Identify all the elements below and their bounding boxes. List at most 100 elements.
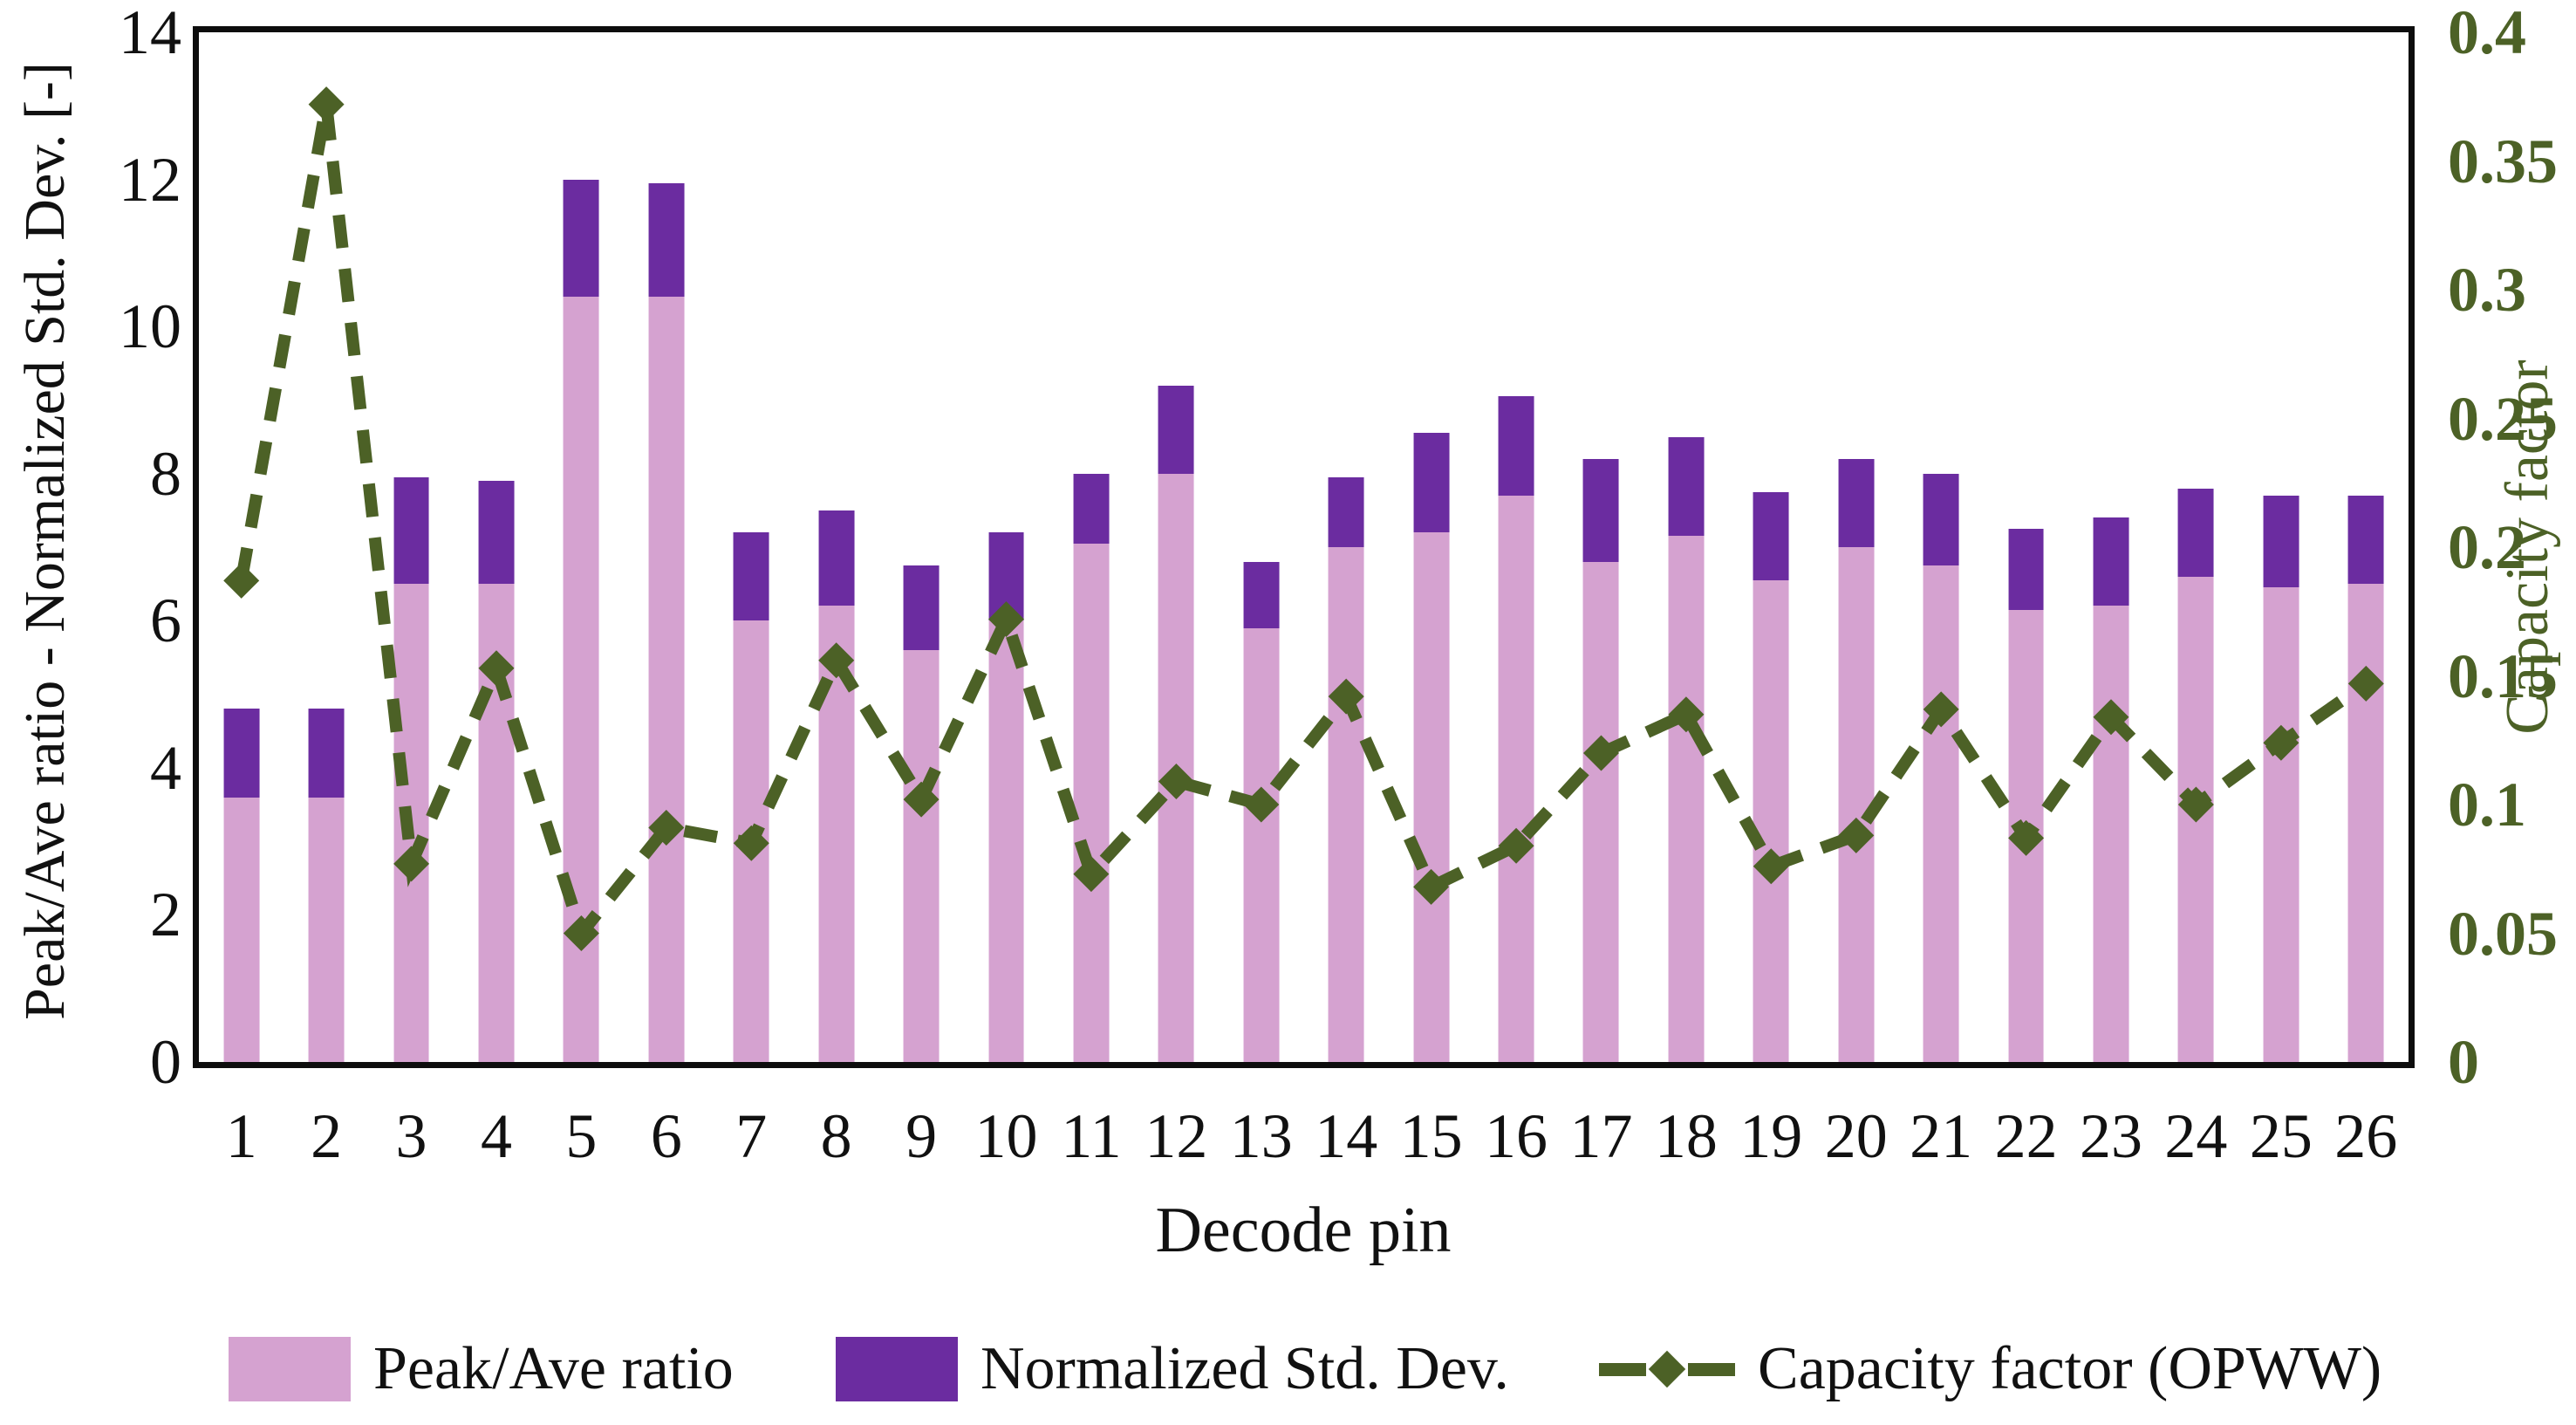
peak-ave-segment bbox=[1753, 579, 1789, 1062]
peak-ave-segment bbox=[988, 620, 1024, 1062]
legend-label: Normalized Std. Dev. bbox=[981, 1335, 1509, 1402]
normalized-std-segment bbox=[1328, 476, 1364, 547]
diamond-marker-6 bbox=[648, 809, 685, 846]
normalized-std-segment bbox=[2263, 496, 2299, 588]
stacked-bar-26 bbox=[2347, 32, 2384, 1062]
stacked-bar-18 bbox=[1668, 32, 1705, 1062]
x-tick-label-18: 18 bbox=[1654, 1101, 1718, 1171]
legend-item-normalized-std: Normalized Std. Dev. bbox=[836, 1333, 1509, 1405]
normalized-std-segment bbox=[1838, 458, 1875, 547]
right-tick-label: 0.25 bbox=[2448, 383, 2558, 454]
diamond-marker-13 bbox=[1243, 786, 1280, 823]
normalized-std-segment bbox=[818, 510, 855, 606]
right-tick-label: 0.35 bbox=[2448, 126, 2558, 196]
diamond-marker-26 bbox=[2347, 665, 2384, 702]
diamond-marker-11 bbox=[1073, 856, 1110, 893]
diamond-marker-24 bbox=[2177, 786, 2214, 823]
stacked-bar-11 bbox=[1073, 32, 1110, 1062]
normalized-std-segment bbox=[1158, 385, 1194, 474]
bar-slot-14 bbox=[1303, 32, 1388, 1062]
peak-ave-segment bbox=[2263, 587, 2299, 1062]
diamond-marker-7 bbox=[733, 825, 769, 861]
bar-slot-19 bbox=[1729, 32, 1814, 1062]
stacked-bar-21 bbox=[1923, 32, 1959, 1062]
normalized-std-segment bbox=[1753, 491, 1789, 580]
normalized-std-segment bbox=[1583, 458, 1619, 562]
left-tick-label: 0 bbox=[150, 1027, 181, 1097]
stacked-bar-17 bbox=[1583, 32, 1619, 1062]
diamond-marker-10 bbox=[987, 601, 1025, 638]
bar-slot-15 bbox=[1389, 32, 1473, 1062]
bar-slot-6 bbox=[624, 32, 708, 1062]
stacked-bar-12 bbox=[1158, 32, 1194, 1062]
right-tick-label: 0.1 bbox=[2448, 770, 2526, 839]
x-tick-label-24: 24 bbox=[2164, 1101, 2228, 1171]
capacity-line-symbol bbox=[1599, 1350, 1735, 1388]
diamond-marker-8 bbox=[818, 642, 855, 679]
x-tick-label-22: 22 bbox=[1994, 1101, 2058, 1171]
diamond-marker-22 bbox=[2008, 819, 2045, 856]
x-tick-label-8: 8 bbox=[820, 1101, 852, 1171]
x-tick-label-2: 2 bbox=[311, 1101, 343, 1171]
peak-ave-segment bbox=[1838, 547, 1875, 1062]
left-tick-label: 8 bbox=[150, 438, 181, 509]
capacity-factor-polyline bbox=[235, 103, 2370, 947]
normalized-std-swatch bbox=[836, 1337, 958, 1401]
peak-ave-segment bbox=[1243, 627, 1280, 1062]
diamond-marker-14 bbox=[1328, 678, 1364, 715]
stacked-bar-13 bbox=[1243, 32, 1280, 1062]
x-tick-label-1: 1 bbox=[225, 1101, 257, 1171]
x-tick-label-14: 14 bbox=[1315, 1101, 1378, 1171]
legend-dash-icon bbox=[1599, 1362, 1646, 1376]
peak-ave-segment bbox=[223, 797, 260, 1062]
bar-slot-21 bbox=[1898, 32, 1983, 1062]
stacked-bar-2 bbox=[308, 32, 345, 1062]
x-tick-label-5: 5 bbox=[565, 1101, 598, 1171]
normalized-std-segment bbox=[563, 179, 599, 298]
bar-slot-10 bbox=[964, 32, 1049, 1062]
capacity-factor-line bbox=[223, 86, 2384, 952]
stacked-bar-16 bbox=[1498, 32, 1534, 1062]
bar-slot-23 bbox=[2068, 32, 2153, 1062]
left-tick-label: 4 bbox=[150, 732, 181, 803]
peak-ave-segment bbox=[903, 650, 940, 1062]
right-tick-label: 0.2 bbox=[2448, 512, 2526, 582]
x-tick-label-13: 13 bbox=[1229, 1101, 1293, 1171]
stacked-bar-9 bbox=[903, 32, 940, 1062]
x-tick-label-4: 4 bbox=[480, 1101, 512, 1171]
x-tick-label-7: 7 bbox=[735, 1101, 768, 1171]
diamond-marker-15 bbox=[1413, 868, 1450, 905]
peak-ave-segment bbox=[1073, 543, 1110, 1062]
x-tick-label-19: 19 bbox=[1739, 1101, 1803, 1171]
x-axis-ticks: 1 2 3 4 5 6 7 8 9 10 11 12 13 14 15 16 17 18 19 20 21 22 23 24 2… bbox=[199, 1093, 2409, 1180]
x-tick-label-17: 17 bbox=[1569, 1101, 1633, 1171]
peak-ave-segment bbox=[2347, 584, 2384, 1062]
normalized-std-segment bbox=[2177, 488, 2214, 577]
plot-inner bbox=[199, 32, 2409, 1062]
legend-label: Capacity factor (OPWW) bbox=[1758, 1335, 2382, 1402]
diamond-marker-16 bbox=[1498, 827, 1534, 864]
stacked-bar-14 bbox=[1328, 32, 1364, 1062]
stacked-bar-19 bbox=[1753, 32, 1789, 1062]
peak-ave-segment bbox=[1583, 561, 1619, 1062]
right-tick-label: 0.15 bbox=[2448, 641, 2558, 711]
diamond-marker-23 bbox=[2093, 699, 2129, 736]
normalized-std-segment bbox=[393, 476, 429, 585]
normalized-std-segment bbox=[223, 709, 260, 798]
normalized-std-segment bbox=[1668, 436, 1705, 537]
stacked-bar-20 bbox=[1838, 32, 1875, 1062]
diamond-marker-18 bbox=[1668, 696, 1705, 733]
diamond-marker-21 bbox=[1923, 691, 1959, 728]
stacked-bar-23 bbox=[2093, 32, 2129, 1062]
left-tick-label: 2 bbox=[150, 880, 181, 950]
normalized-std-segment bbox=[903, 565, 940, 650]
stacked-bar-15 bbox=[1413, 32, 1450, 1062]
peak-ave-segment bbox=[1498, 496, 1534, 1062]
right-tick-label: 0.3 bbox=[2448, 255, 2526, 325]
bar-slot-25 bbox=[2238, 32, 2323, 1062]
x-axis-title: Decode pin bbox=[1155, 1195, 1452, 1266]
x-tick-label-12: 12 bbox=[1145, 1101, 1208, 1171]
bar-slot-11 bbox=[1049, 32, 1133, 1062]
normalized-std-segment bbox=[1243, 561, 1280, 628]
